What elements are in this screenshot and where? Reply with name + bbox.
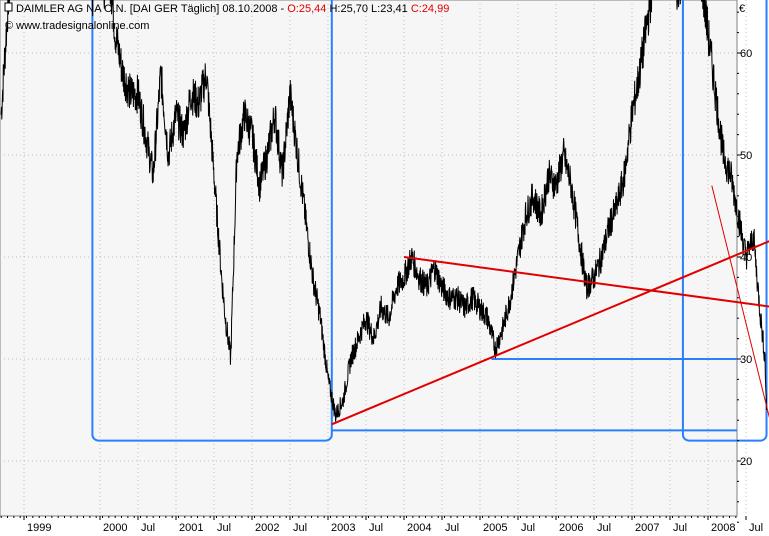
x-tick-label: Jul <box>369 522 383 534</box>
y-tick-label: 40 <box>740 252 752 264</box>
x-tick-label: Jul <box>521 522 535 534</box>
chart-header: DAIMLER AG NA O.N. [DAI GER Täglich] 08.… <box>4 2 449 32</box>
x-tick-label: 2004 <box>407 522 431 534</box>
x-tick-label: Jul <box>749 522 763 534</box>
highlight-box <box>91 0 333 442</box>
x-tick-label: Jul <box>217 522 231 534</box>
svg-text:DAIMLER AG NA O.N. [DAI GER T: DAIMLER AG NA O.N. [DAI GER Täglich] 08.… <box>16 3 449 15</box>
instrument-title: DAIMLER AG NA O.N. [DAI GER Täglich] 08.… <box>16 3 287 15</box>
highlight-box <box>681 0 768 442</box>
x-tick-label: 2006 <box>559 522 583 534</box>
x-tick-label: 2007 <box>635 522 659 534</box>
open-value: O:25,44 <box>287 3 326 15</box>
trendline <box>403 256 769 308</box>
x-tick-label: Jul <box>597 522 611 534</box>
x-tick-label: Jul <box>673 522 687 534</box>
price-line <box>0 0 767 422</box>
x-tick-label: Jul <box>445 522 459 534</box>
x-tick-label: 2008 <box>711 522 735 534</box>
close-value: C:24,99 <box>411 3 450 15</box>
x-axis: 1999 2000 Jul 2001 Jul 2002 Jul 2003 Jul 2004 Jul 2… <box>0 516 763 534</box>
x-tick-label: Jul <box>293 522 307 534</box>
x-tick-label: 2005 <box>483 522 507 534</box>
currency-label: € <box>739 3 745 15</box>
y-axis: 2030405060708090100 <box>737 11 752 523</box>
x-tick-label: 2001 <box>179 522 203 534</box>
x-tick-label: 2002 <box>255 522 279 534</box>
y-tick-label: 50 <box>740 150 752 162</box>
grid <box>0 0 747 516</box>
x-tick-label: Jul <box>141 522 155 534</box>
instrument-marker-icon <box>4 2 13 12</box>
x-tick-label: 1999 <box>27 522 51 534</box>
watermark: © www.tradesignalonline.com <box>5 20 149 32</box>
plot-background <box>0 0 738 517</box>
trendline <box>331 240 769 426</box>
y-tick-label: 30 <box>740 354 752 366</box>
x-tick-label: 2000 <box>103 522 127 534</box>
low-value: L:23,41 <box>371 3 408 15</box>
y-tick-label: 60 <box>740 48 752 60</box>
highlight-boxes <box>91 0 768 442</box>
price-series <box>0 0 767 422</box>
x-tick-label: 2003 <box>331 522 355 534</box>
high-value: H:25,70 <box>329 3 368 15</box>
y-tick-label: 20 <box>740 456 752 468</box>
